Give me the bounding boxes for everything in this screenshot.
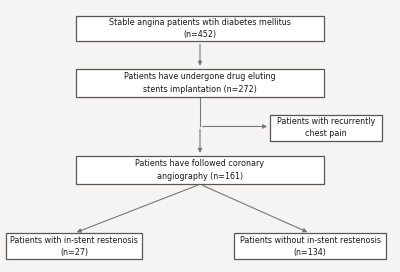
FancyBboxPatch shape [6, 233, 142, 259]
Text: Stable angina patients wtih diabetes mellitus
(n=452): Stable angina patients wtih diabetes mel… [109, 18, 291, 39]
FancyBboxPatch shape [76, 16, 324, 41]
Text: Patients with in-stent restenosis
(n=27): Patients with in-stent restenosis (n=27) [10, 236, 138, 257]
Text: Patients with recurrently
chest pain: Patients with recurrently chest pain [277, 117, 375, 138]
FancyBboxPatch shape [76, 69, 324, 97]
Text: Patients have followed coronary
angiography (n=161): Patients have followed coronary angiogra… [136, 159, 264, 181]
FancyBboxPatch shape [270, 115, 382, 141]
Text: Patients have undergone drug eluting
stents implantation (n=272): Patients have undergone drug eluting ste… [124, 72, 276, 94]
FancyBboxPatch shape [234, 233, 386, 259]
Text: Patients without in-stent restenosis
(n=134): Patients without in-stent restenosis (n=… [240, 236, 380, 257]
FancyBboxPatch shape [76, 156, 324, 184]
